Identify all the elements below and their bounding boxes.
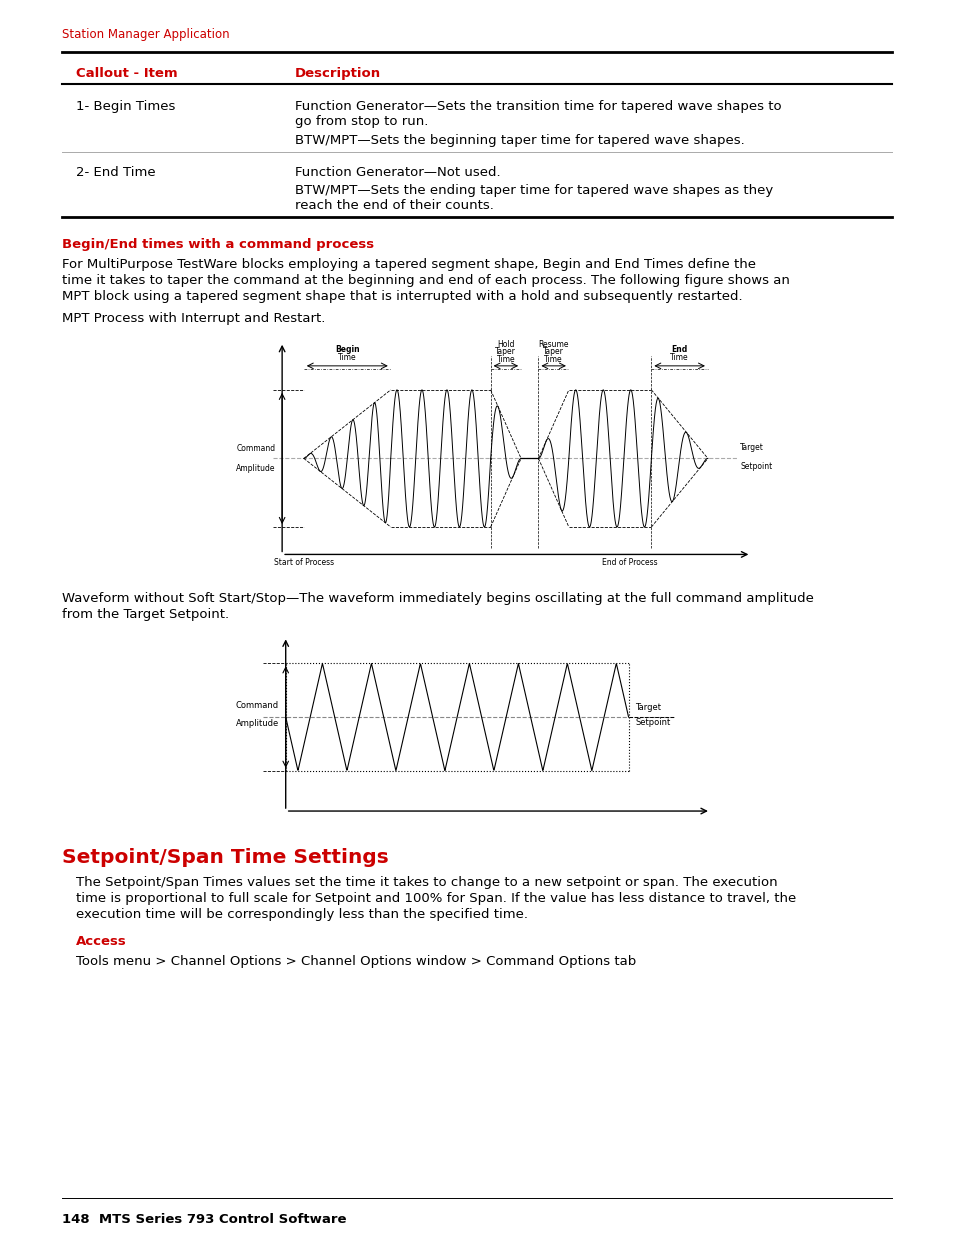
Text: from the Target Setpoint.: from the Target Setpoint. bbox=[62, 608, 229, 621]
Text: execution time will be correspondingly less than the specified time.: execution time will be correspondingly l… bbox=[76, 908, 527, 921]
Text: Setpoint/Span Time Settings: Setpoint/Span Time Settings bbox=[62, 848, 388, 867]
Text: The Setpoint/Span Times values set the time it takes to change to a new setpoint: The Setpoint/Span Times values set the t… bbox=[76, 876, 777, 889]
Text: Time: Time bbox=[337, 353, 356, 362]
Text: Setpoint: Setpoint bbox=[740, 462, 772, 471]
Text: Tools menu > Channel Options > Channel Options window > Command Options tab: Tools menu > Channel Options > Channel O… bbox=[76, 955, 636, 968]
Text: Command: Command bbox=[235, 701, 278, 710]
Text: 1- Begin Times: 1- Begin Times bbox=[76, 100, 175, 112]
Text: End of Process: End of Process bbox=[601, 558, 657, 567]
Text: 2- End Time: 2- End Time bbox=[76, 165, 155, 179]
Text: go from stop to run.: go from stop to run. bbox=[294, 115, 428, 128]
Text: time is proportional to full scale for Setpoint and 100% for Span. If the value : time is proportional to full scale for S… bbox=[76, 892, 796, 905]
Text: Time: Time bbox=[544, 354, 562, 364]
Text: Taper: Taper bbox=[542, 347, 563, 356]
Text: For MultiPurpose TestWare blocks employing a tapered segment shape, Begin and En: For MultiPurpose TestWare blocks employi… bbox=[62, 258, 755, 270]
Text: Command: Command bbox=[236, 443, 275, 453]
Text: Start of Process: Start of Process bbox=[274, 558, 334, 567]
Text: time it takes to taper the command at the beginning and end of each process. The: time it takes to taper the command at th… bbox=[62, 274, 789, 287]
Text: Setpoint: Setpoint bbox=[635, 718, 670, 727]
Text: BTW/MPT—Sets the beginning taper time for tapered wave shapes.: BTW/MPT—Sets the beginning taper time fo… bbox=[294, 135, 744, 147]
Text: Taper: Taper bbox=[495, 347, 516, 356]
Text: MPT block using a tapered segment shape that is interrupted with a hold and subs: MPT block using a tapered segment shape … bbox=[62, 290, 741, 303]
Text: Station Manager Application: Station Manager Application bbox=[62, 28, 230, 41]
Text: BTW/MPT—Sets the ending taper time for tapered wave shapes as they: BTW/MPT—Sets the ending taper time for t… bbox=[294, 184, 773, 198]
Text: Access: Access bbox=[76, 935, 127, 948]
Text: 148  MTS Series 793 Control Software: 148 MTS Series 793 Control Software bbox=[62, 1213, 346, 1226]
Text: reach the end of their counts.: reach the end of their counts. bbox=[294, 199, 494, 212]
Text: Description: Description bbox=[294, 67, 381, 80]
Text: Function Generator—Not used.: Function Generator—Not used. bbox=[294, 165, 500, 179]
Text: Time: Time bbox=[496, 354, 515, 364]
Text: Waveform without Soft Start/Stop—The waveform immediately begins oscillating at : Waveform without Soft Start/Stop—The wav… bbox=[62, 592, 813, 605]
Text: MPT Process with Interrupt and Restart.: MPT Process with Interrupt and Restart. bbox=[62, 312, 325, 325]
Text: End: End bbox=[671, 345, 687, 354]
Text: Function Generator—Sets the transition time for tapered wave shapes to: Function Generator—Sets the transition t… bbox=[294, 100, 781, 112]
Text: Target: Target bbox=[635, 704, 660, 713]
Text: Target: Target bbox=[740, 443, 763, 452]
Text: Resume: Resume bbox=[537, 340, 568, 348]
Text: Begin/End times with a command process: Begin/End times with a command process bbox=[62, 238, 374, 251]
Text: Begin: Begin bbox=[335, 345, 359, 354]
Text: Time: Time bbox=[670, 353, 688, 362]
Text: Amplitude: Amplitude bbox=[235, 464, 275, 473]
Text: Callout - Item: Callout - Item bbox=[76, 67, 177, 80]
Text: Hold: Hold bbox=[497, 340, 514, 348]
Text: Amplitude: Amplitude bbox=[235, 719, 278, 729]
